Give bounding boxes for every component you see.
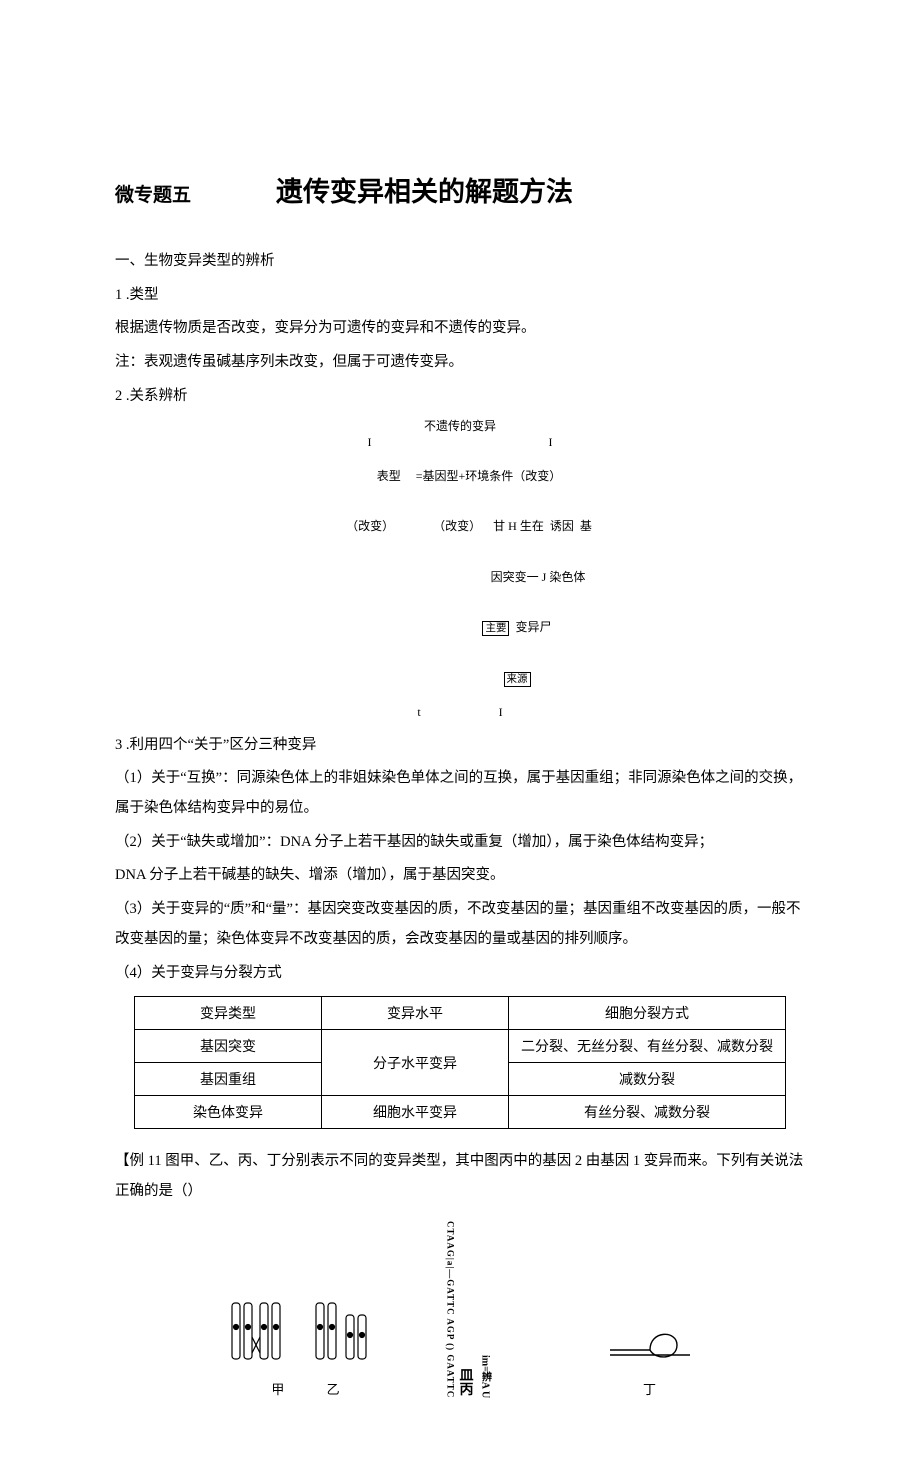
item1-num: 1 .类型	[115, 281, 805, 311]
item1-p2: 注：表观遗传虽碱基序列未改变，但属于可遗传变异。	[115, 348, 805, 378]
item2-num: 2 .关系辨析	[115, 382, 805, 412]
td-r3c1: 细胞水平变异	[322, 1096, 509, 1129]
diagram-l7: t I	[115, 704, 805, 721]
figure-ding: 丁	[605, 1315, 695, 1398]
td-r1c2: 二分裂、无丝分裂、有丝分裂、减数分裂	[509, 1030, 786, 1063]
th-level: 变异水平	[322, 997, 509, 1030]
diagram-boxrow1: 主要 变异尸	[115, 602, 805, 653]
diagram-l1: 不遗传的变异	[115, 418, 805, 435]
section1-heading: 一、生物变异类型的辨析	[115, 247, 805, 277]
figure-jia-yi: 甲 乙	[226, 1295, 386, 1398]
figure-bing: CTAAG|a|—GATTC AGP () GAATTC 皿 丙 im=辨A U	[446, 1221, 545, 1398]
diagram-box-main: 主要	[482, 621, 509, 636]
th-mode: 细胞分裂方式	[509, 997, 786, 1030]
table-row: 染色体变异 细胞水平变异 有丝分裂、减数分裂	[135, 1096, 786, 1129]
diagram-l5row: 因突变一 J 染色体	[115, 552, 805, 602]
diagram-l5: 因突变一 J 染色体	[491, 570, 586, 584]
figure-row: 甲 乙 CTAAG|a|—GATTC AGP () GAATTC 皿 丙 im=…	[115, 1221, 805, 1398]
diagram-l4a: （改变）	[346, 519, 394, 533]
diagram-l3a: 表型	[377, 469, 401, 483]
bing-glyph-shape: 皿	[460, 1370, 474, 1384]
td-r3c2: 有丝分裂、减数分裂	[509, 1096, 786, 1129]
chromosome-svg-ding	[605, 1315, 695, 1375]
diagram-box-source: 来源	[504, 672, 531, 687]
diagram-l4b: （改变）	[433, 519, 481, 533]
variation-table: 变异类型 变异水平 细胞分裂方式 基因突变 分子水平变异 二分裂、无丝分裂、有丝…	[134, 996, 786, 1129]
title-row: 微专题五 遗传变异相关的解题方法	[115, 170, 805, 209]
chromosome-svg-jia-yi	[226, 1295, 386, 1375]
relation-diagram: 不遗传的变异 I I 表型 =基因型+环境条件（改变） （改变） （改变） 甘 …	[115, 418, 805, 721]
item3-p2b: DNA 分子上若干碱基的缺失、增添（增加），属于基因突变。	[115, 861, 805, 891]
label-ding: 丁	[605, 1379, 695, 1398]
item3-p4: （4）关于变异与分裂方式	[115, 959, 805, 989]
td-r2c0: 基因重组	[135, 1063, 322, 1096]
item3-p2a: （2）关于“缺失或增加”：DNA 分子上若干基因的缺失或重复（增加），属于染色体…	[115, 828, 805, 858]
td-r1c0: 基因突变	[135, 1030, 322, 1063]
subtitle: 微专题五	[115, 180, 191, 207]
example-text: 【例 11 图甲、乙、丙、丁分别表示不同的变异类型，其中图丙中的基因 2 由基因…	[115, 1147, 805, 1206]
item3-p1: （1）关于“互换”：同源染色体上的非姐妹染色单体之间的互换，属于基因重组；非同源…	[115, 764, 805, 823]
diagram-boxrow2: 来源	[115, 653, 805, 704]
table-header-row: 变异类型 变异水平 细胞分裂方式	[135, 997, 786, 1030]
label-bing: 丙	[460, 1384, 474, 1398]
bing-extra: im=辨A U	[478, 1355, 493, 1398]
th-type: 变异类型	[135, 997, 322, 1030]
item3-p3: （3）关于变异的“质”和“量”：基因突变改变基因的质，不改变基因的量；基因重组不…	[115, 895, 805, 954]
td-r2c2: 减数分裂	[509, 1063, 786, 1096]
bing-seq-stack: CTAAG|a|—GATTC AGP () GAATTC	[446, 1221, 456, 1398]
diagram-l4c: 甘 H 生在 诱因 基	[493, 519, 592, 533]
main-title: 遗传变异相关的解题方法	[276, 170, 573, 209]
td-r1c1: 分子水平变异	[322, 1030, 509, 1096]
label-yi: 乙	[327, 1382, 340, 1397]
diagram-l6: 变异尸	[515, 620, 551, 634]
diagram-l2: I I	[115, 434, 805, 451]
item3-heading: 3 .利用四个“关于”区分三种变异	[115, 731, 805, 761]
label-jia: 甲	[271, 1382, 284, 1397]
table-row: 基因突变 分子水平变异 二分裂、无丝分裂、有丝分裂、减数分裂	[135, 1030, 786, 1063]
diagram-l3b: =基因型+环境条件（改变）	[416, 469, 562, 483]
item1-p1: 根据遗传物质是否改变，变异分为可遗传的变异和不遗传的变异。	[115, 314, 805, 344]
diagram-l4: （改变） （改变） 甘 H 生在 诱因 基	[115, 502, 805, 552]
diagram-l3: 表型 =基因型+环境条件（改变）	[115, 451, 805, 501]
td-r3c0: 染色体变异	[135, 1096, 322, 1129]
